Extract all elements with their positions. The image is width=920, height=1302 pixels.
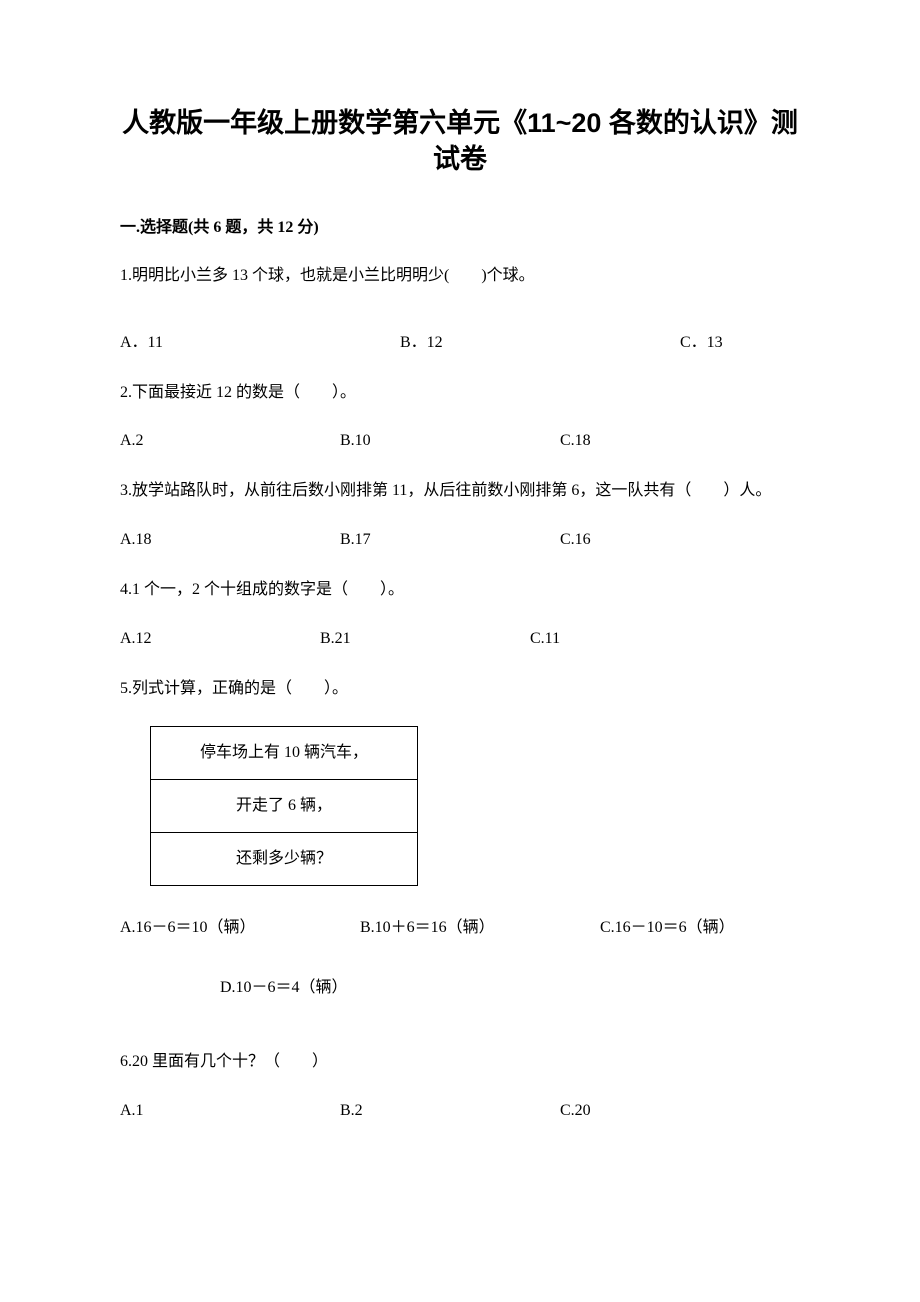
q5-option-b: B.10＋6＝16（辆） — [360, 916, 600, 940]
q2-text: 2.下面最接近 12 的数是（ ）。 — [120, 379, 800, 408]
q6-text: 6.20 里面有几个十？（ ） — [120, 1048, 800, 1077]
q3-option-c: C.16 — [560, 528, 780, 552]
q2-option-b: B.10 — [340, 429, 560, 453]
q3-text: 3.放学站路队时，从前往后数小刚排第 11，从后往前数小刚排第 6，这一队共有（… — [120, 477, 800, 506]
q1-option-a: A．11 — [120, 331, 400, 355]
q6-option-b: B.2 — [340, 1099, 560, 1123]
q4-options: A.12 B.21 C.11 — [120, 627, 800, 651]
q4-option-a: A.12 — [120, 627, 320, 651]
q5-table-row3: 还剩多少辆？ — [151, 832, 418, 885]
section-header: 一.选择题(共 6 题，共 12 分) — [120, 216, 800, 240]
q4-text: 4.1 个一，2 个十组成的数字是（ ）。 — [120, 576, 800, 605]
q5-options-row1: A.16－6＝10（辆） B.10＋6＝16（辆） C.16－10＝6（辆） — [120, 916, 800, 940]
q3-option-a: A.18 — [120, 528, 340, 552]
page-title: 人教版一年级上册数学第六单元《11~20 各数的认识》测试卷 — [120, 105, 800, 178]
q5-option-d: D.10－6＝4（辆） — [120, 976, 800, 1000]
q1-option-c: C．13 — [680, 331, 800, 355]
q5-table-row2: 开走了 6 辆， — [151, 779, 418, 832]
q5-table: 停车场上有 10 辆汽车， 开走了 6 辆， 还剩多少辆？ — [150, 726, 418, 886]
q2-option-a: A.2 — [120, 429, 340, 453]
q4-option-b: B.21 — [320, 627, 530, 651]
q3-options: A.18 B.17 C.16 — [120, 528, 800, 552]
q4-option-c: C.11 — [530, 627, 800, 651]
q3-option-b: B.17 — [340, 528, 560, 552]
q5-table-row1: 停车场上有 10 辆汽车， — [151, 726, 418, 779]
q6-options: A.1 B.2 C.20 — [120, 1099, 800, 1123]
q6-option-a: A.1 — [120, 1099, 340, 1123]
q2-option-c: C.18 — [560, 429, 780, 453]
q5-text: 5.列式计算，正确的是（ ）。 — [120, 675, 800, 704]
q1-text: 1.明明比小兰多 13 个球，也就是小兰比明明少( )个球。 — [120, 262, 800, 291]
q6-option-c: C.20 — [560, 1099, 780, 1123]
q1-options: A．11 B．12 C．13 — [120, 331, 800, 355]
q2-options: A.2 B.10 C.18 — [120, 429, 800, 453]
q5-option-a: A.16－6＝10（辆） — [120, 916, 360, 940]
q5-option-c: C.16－10＝6（辆） — [600, 916, 800, 940]
q1-option-b: B．12 — [400, 331, 680, 355]
